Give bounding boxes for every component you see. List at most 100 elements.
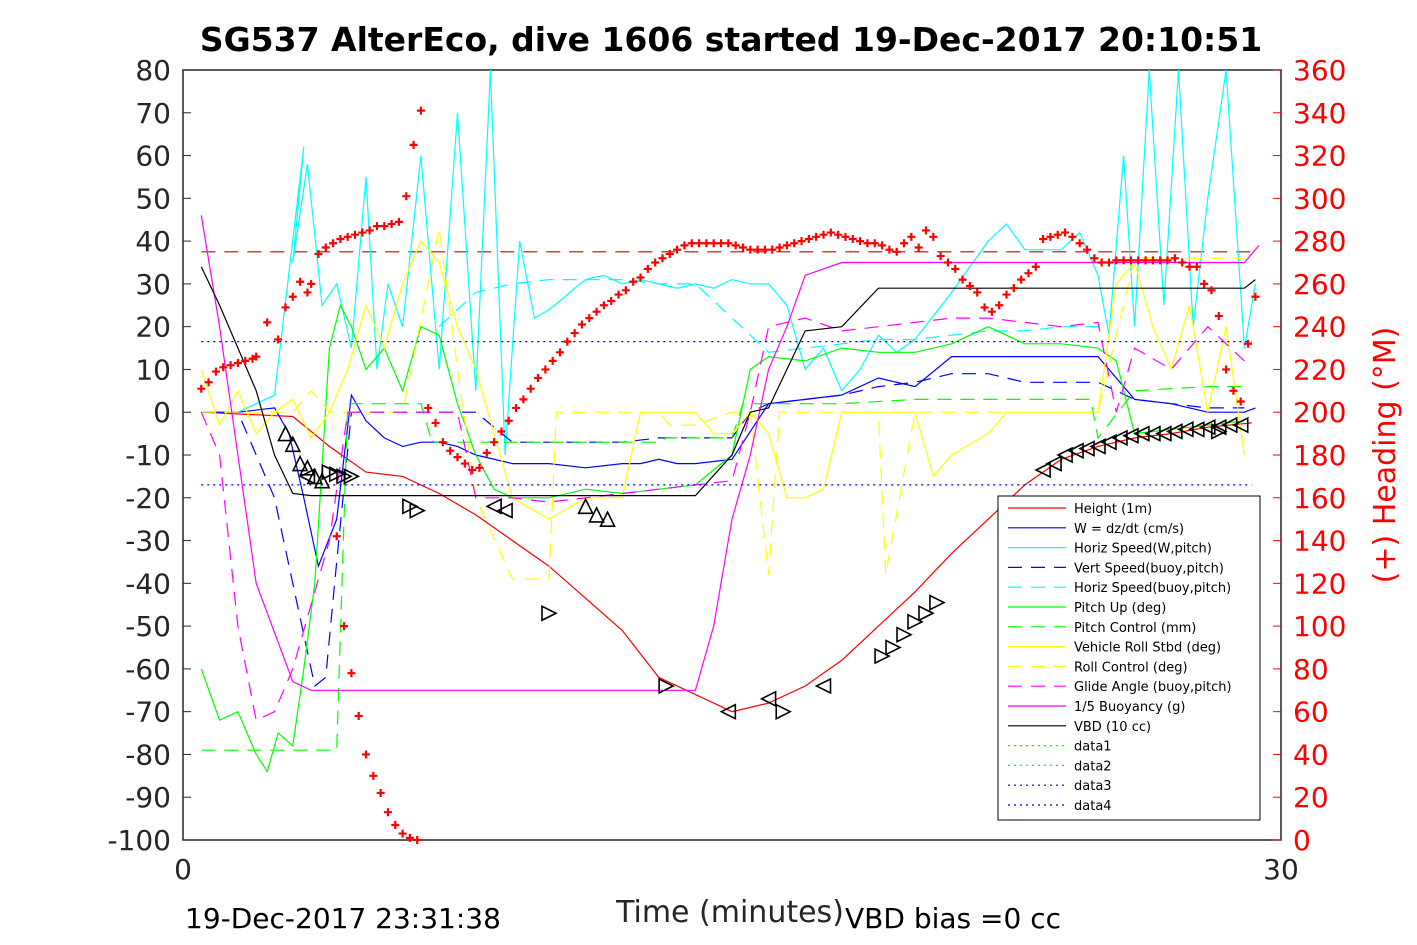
heading-point [673,245,682,254]
heading-point [263,318,272,327]
heading-point [1229,386,1238,395]
y-tick-label: -40 [125,567,171,600]
heading-point [746,245,755,254]
heading-point [731,241,740,250]
heading-point [636,273,645,282]
marker-triangle-left [1056,446,1073,464]
right-y-tick-label: 100 [1293,610,1346,643]
right-y-tick-label: 340 [1293,97,1346,130]
heading-point [1112,256,1121,265]
marker-triangle-right [918,604,935,622]
right-y-tick-label: 360 [1293,54,1346,87]
heading-point [885,245,894,254]
heading-point [446,446,455,455]
right-y-tick-label: 120 [1293,567,1346,600]
heading-point [1214,311,1223,320]
heading-point [929,232,938,241]
series-line [200,239,1245,520]
heading-point [329,239,338,248]
heading-point [973,288,982,297]
right-y-tick-label: 280 [1293,225,1346,258]
legend-label: Pitch Up (deg) [1074,601,1166,616]
heading-point [1200,279,1209,288]
heading-point [856,237,865,246]
marker-triangle-right [929,594,946,611]
heading-point [1046,232,1055,241]
marker-triangle-left [1045,455,1062,472]
heading-point [1170,254,1179,263]
heading-point [614,290,623,299]
y-tick-label: 40 [135,225,171,258]
heading-point [336,234,345,243]
marker-triangle-up [577,497,594,515]
heading-point [570,329,579,338]
heading-point [914,243,923,252]
heading-point [1163,256,1172,265]
heading-point [307,279,316,288]
heading-point [358,228,367,237]
heading-point [534,374,543,382]
heading-point [834,230,843,239]
heading-point [288,292,297,301]
legend-label: data2 [1074,759,1112,774]
heading-point [936,252,945,261]
y-tick-label: -20 [125,482,171,515]
heading-point [296,277,305,286]
heading-point [376,788,385,797]
series-line [200,303,1245,774]
heading-point [760,245,769,254]
heading-point [782,241,791,250]
marker-triangle-right [541,604,558,622]
marker-triangle-up [277,424,294,442]
heading-point [717,239,726,248]
marker-triangle-left [1220,416,1238,434]
heading-point [475,463,484,472]
y-tick-label: -50 [125,610,171,643]
heading-point [870,239,879,248]
heading-point [621,286,630,295]
heading-point [354,711,363,720]
x-tick-label: 0 [174,853,192,886]
heading-point [907,232,916,241]
heading-point [369,771,378,780]
heading-point [848,234,857,243]
heading-point [233,359,242,368]
heading-point [599,301,608,310]
footer-timestamp: 19-Dec-2017 23:31:38 [185,902,501,935]
heading-point [409,140,418,149]
heading-point [987,307,996,316]
heading-point [1002,290,1011,299]
heading-point [372,222,381,231]
marker-triangle-left [1177,421,1194,438]
y-tick-label: 60 [135,140,171,173]
heading-point [541,365,550,374]
marker-triangle-right [343,468,361,485]
heading-point [351,230,360,239]
heading-point [526,384,535,393]
legend-label: data4 [1074,799,1112,814]
right-y-tick-label: 60 [1293,696,1329,729]
y-tick-label: -10 [125,439,171,472]
legend-label: data3 [1074,779,1112,794]
heading-point [362,750,370,759]
heading-point [724,239,733,248]
heading-point [790,239,799,248]
heading-point [281,303,290,312]
legend-label: W = dz/dt (cm/s) [1074,522,1184,537]
heading-point [965,282,974,291]
right-y-tick-label: 240 [1293,311,1346,344]
heading-point [402,192,411,201]
heading-point [1207,286,1216,295]
marker-triangle-left [1089,438,1106,455]
heading-point [482,448,491,457]
heading-point [1083,245,1092,254]
marker-triangle-right [658,677,675,695]
marker-triangle-right [907,613,924,631]
heading-point [548,356,557,365]
heading-point [687,239,696,248]
marker-triangle-left [298,468,316,485]
heading-point [995,301,1004,310]
heading-point [555,348,564,357]
heading-point [1031,262,1040,271]
heading-point [431,418,440,427]
